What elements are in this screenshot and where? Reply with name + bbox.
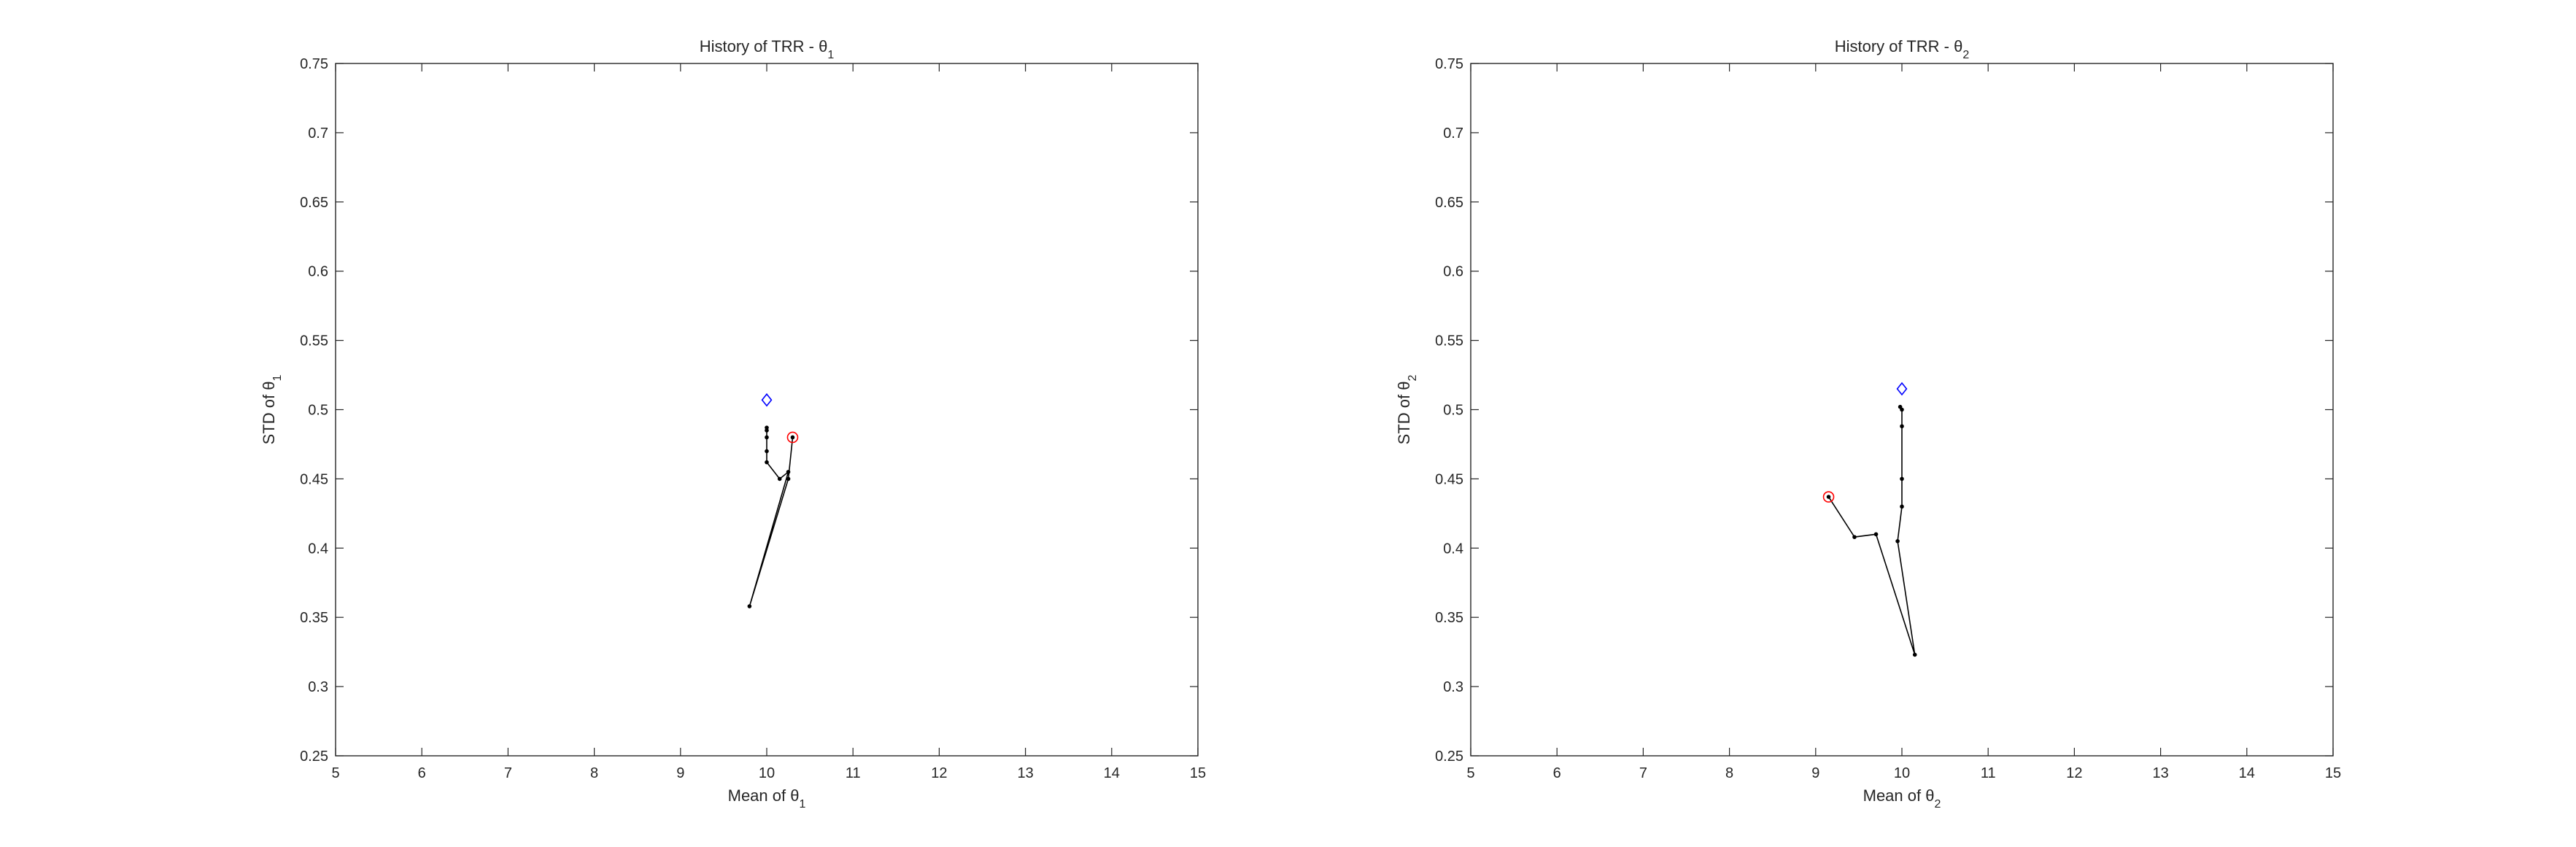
data-point [1912,652,1917,657]
data-point [1826,495,1831,499]
y-axis-label: STD of θ2 [1395,375,1419,445]
y-tick-label: 0.25 [300,749,328,765]
end-circle-marker [1822,491,1835,503]
end-circle-marker [786,431,799,444]
y-tick-label: 0.6 [1443,264,1463,280]
x-axis-label-text: Mean of θ [728,786,800,805]
x-tick-label: 9 [1811,765,1819,781]
y-tick-label: 0.25 [1435,749,1463,765]
y-tick-label: 0.55 [300,333,328,349]
x-axis-label: Mean of θ1 [728,786,806,811]
data-point [1852,535,1857,539]
series-line [1827,406,1916,655]
x-tick-label: 7 [504,765,512,781]
start-diamond-marker [1896,382,1908,396]
y-tick-label: 0.75 [300,56,328,72]
data-point [765,435,769,440]
x-tick-label: 12 [931,765,947,781]
chart-title: History of TRR - θ1 [700,37,835,61]
x-axis-label-subscript: 2 [1934,798,1941,811]
x-tick-label: 6 [1553,765,1561,781]
series-line [749,428,794,607]
plot-theta-2: 5 6 7 8 9 10 11 12 13 14 15 0.25 0.3 0.35 0.4 0.45 0.5 0.… [1395,37,2341,811]
data-point [1900,504,1904,509]
data-point [1900,424,1904,429]
x-tick-label: 9 [676,765,684,781]
chart-title: History of TRR - θ2 [1835,37,1970,61]
data-point [765,449,769,454]
y-tick-label: 0.45 [1435,471,1463,487]
x-axis-label: Mean of θ2 [1863,786,1941,811]
y-tick-label: 0.45 [300,471,328,487]
data-point [1873,532,1879,537]
data-point [790,435,795,440]
x-tick-label: 11 [846,765,861,781]
data-point [747,604,752,608]
x-axis-label-subscript: 1 [799,798,805,811]
y-axis-label-text: STD of θ [1395,382,1413,445]
y-tick-label: 0.6 [308,264,328,280]
x-tick-label: 12 [2066,765,2082,781]
y-tick-label: 0.65 [1435,195,1463,211]
y-axis-label: STD of θ1 [260,375,284,445]
y-tick-label: 0.7 [1443,125,1463,142]
x-tick-label: 13 [1017,765,1033,781]
x-tick-label: 13 [2152,765,2168,781]
x-tick-label: 7 [1639,765,1647,781]
x-axis-label-text: Mean of θ [1863,786,1935,805]
data-point [1898,404,1903,409]
data-point [1900,476,1904,481]
x-tick-label: 15 [2325,765,2341,781]
x-tick-label: 10 [1894,765,1910,781]
y-tick-label: 0.3 [308,679,328,695]
y-tick-label: 0.5 [308,403,328,419]
data-point [786,470,791,474]
x-tick-label: 11 [1981,765,1996,781]
y-tick-label: 0.35 [300,610,328,626]
data-point [765,425,769,430]
y-tick-label: 0.55 [1435,333,1463,349]
chart-title-subscript: 1 [827,49,834,61]
x-tick-label: 5 [331,765,339,781]
y-tick-label: 0.3 [1443,679,1463,695]
x-tick-label: 5 [1466,765,1474,781]
plot-theta-1: 5 6 7 8 9 10 11 12 13 14 150.250.30.350.40.450.50.… [260,37,1206,811]
x-tick-label: 8 [590,765,598,781]
y-tick-label: 0.35 [1435,610,1463,626]
y-tick-label: 0.7 [308,125,328,142]
y-axis-label-subscript: 1 [271,375,284,382]
y-axis-label-subscript: 2 [1407,375,1419,382]
chart-title-text: History of TRR - θ [1835,37,1963,55]
chart-title-subscript: 2 [1962,49,1969,61]
data-point [777,476,782,481]
axes-box [335,63,1199,757]
y-tick-label: 0.5 [1443,403,1463,419]
y-tick-label: 0.4 [1443,541,1463,557]
x-tick-label: 14 [1104,765,1120,781]
x-tick-label: 6 [418,765,426,781]
x-tick-label: 14 [2239,765,2255,781]
start-diamond-marker [761,392,773,407]
x-tick-label: 8 [1725,765,1733,781]
x-tick-label: 10 [759,765,775,781]
y-tick-label: 0.75 [1435,56,1463,72]
y-tick-label: 0.65 [300,195,328,211]
y-tick-label: 0.4 [308,541,328,557]
data-point [1895,539,1900,544]
y-axis-label-text: STD of θ [260,382,278,445]
data-point [765,460,769,465]
x-tick-label: 15 [1190,765,1206,781]
chart-title-text: History of TRR - θ [700,37,828,55]
data-point [786,476,791,481]
